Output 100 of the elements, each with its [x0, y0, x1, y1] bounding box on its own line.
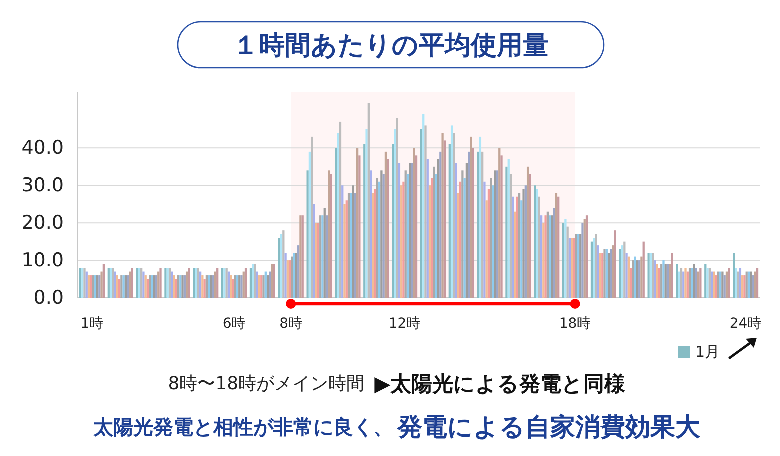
bar [666, 264, 670, 298]
bar [642, 242, 645, 298]
bar [506, 166, 508, 298]
chart-title: １時間あたりの平均使用量 [233, 31, 549, 61]
bar [376, 178, 379, 298]
bar [546, 212, 550, 298]
y-tick-label: 0.0 [34, 287, 64, 309]
text: ▶太陽光による発電と同様 [374, 372, 627, 396]
bar [234, 276, 236, 298]
bar [490, 178, 492, 298]
bar [413, 148, 416, 298]
bar [155, 276, 158, 298]
bar [88, 276, 90, 298]
bar [356, 148, 359, 298]
bar [118, 279, 121, 298]
legend: 1月 [678, 343, 720, 361]
bar [278, 238, 280, 298]
bar [171, 272, 174, 298]
bar [636, 260, 639, 298]
bar [486, 200, 488, 298]
bar [175, 279, 178, 298]
bar [688, 268, 692, 298]
bar [512, 196, 514, 298]
bar [654, 260, 656, 298]
bar [433, 166, 436, 298]
bar [146, 279, 150, 298]
bar [266, 276, 270, 298]
text: 発電による自家消費効果大 [396, 412, 702, 442]
bar [752, 276, 754, 298]
bar [508, 159, 510, 298]
bar [662, 260, 665, 298]
bar [173, 276, 176, 298]
bar [354, 193, 356, 298]
x-tick-label: 18時 [559, 316, 592, 332]
bar [686, 272, 689, 298]
bar [346, 200, 348, 298]
bar [691, 268, 694, 298]
bar [177, 276, 180, 298]
bar [575, 234, 578, 298]
bar [536, 189, 538, 298]
bar [619, 249, 622, 298]
bar [378, 182, 381, 298]
bar [715, 276, 718, 298]
bar [428, 186, 432, 298]
bar [459, 182, 462, 298]
bar [202, 276, 204, 298]
bar [682, 272, 685, 298]
bar [344, 204, 346, 298]
bar [374, 189, 376, 298]
bar [754, 272, 756, 298]
bar [370, 170, 372, 298]
bar [144, 276, 147, 298]
bar [384, 152, 388, 298]
bar [630, 268, 632, 298]
bar [656, 264, 658, 298]
bar [621, 246, 624, 298]
bar [450, 126, 454, 298]
bar [597, 246, 600, 298]
bar [555, 193, 558, 298]
bar [693, 264, 696, 298]
text: 8時〜18時がメイン時間 [168, 374, 365, 394]
bar [284, 253, 287, 298]
bar [488, 189, 490, 298]
bar [739, 268, 742, 298]
bar [420, 129, 423, 298]
bar [660, 264, 663, 298]
bar [286, 260, 289, 298]
bar [404, 170, 407, 298]
bar [664, 264, 667, 298]
bar [380, 170, 383, 298]
bar [440, 152, 442, 298]
bar [586, 216, 588, 298]
bar [562, 223, 565, 298]
title: １時間あたりの平均使用量 [177, 21, 605, 69]
bar [584, 219, 586, 298]
bar [216, 268, 219, 298]
bar [131, 268, 134, 298]
bar [582, 223, 584, 298]
y-tick-label: 10.0 [22, 250, 64, 272]
bar [160, 268, 162, 298]
bar [280, 234, 283, 298]
bar [326, 216, 328, 298]
bar [295, 253, 298, 298]
bar [188, 268, 190, 298]
bar [392, 144, 394, 298]
bar [291, 256, 294, 298]
bar [648, 253, 650, 298]
bar [726, 272, 728, 298]
bar [437, 159, 440, 298]
bar [608, 253, 610, 298]
bar [442, 133, 444, 298]
bar [394, 129, 396, 298]
bar [398, 163, 401, 298]
bar [199, 272, 202, 298]
bar [306, 170, 309, 298]
bar [372, 193, 374, 298]
bar [352, 186, 354, 298]
bar [158, 272, 160, 298]
y-tick-label: 40.0 [22, 137, 64, 160]
text: 太陽光発電と相性が非常に良く、 [92, 415, 394, 439]
